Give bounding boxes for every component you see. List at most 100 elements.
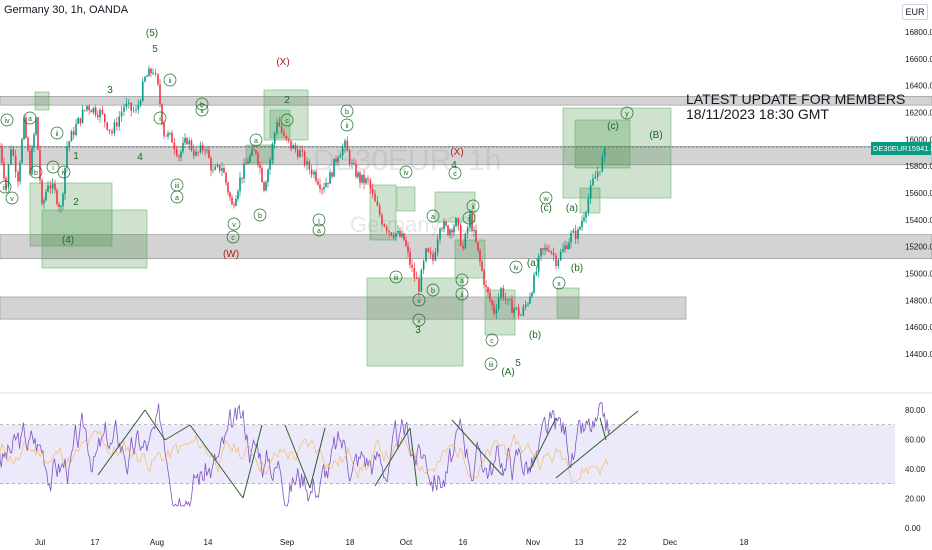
candle-body bbox=[493, 304, 495, 314]
circled-wave-label: a bbox=[455, 273, 469, 287]
candle-body bbox=[86, 105, 88, 110]
candle-body bbox=[257, 153, 259, 165]
candle-body bbox=[47, 185, 49, 192]
time-tick-label: 17 bbox=[91, 538, 100, 547]
candle-body bbox=[269, 159, 271, 170]
candle-body bbox=[169, 132, 171, 134]
candle-body bbox=[123, 106, 125, 112]
candle-body bbox=[10, 149, 12, 165]
candle-body bbox=[587, 198, 590, 213]
candle-body bbox=[212, 169, 214, 171]
circled-wave-label: y bbox=[620, 106, 634, 120]
candle-body bbox=[544, 247, 546, 250]
candle-body bbox=[239, 177, 241, 192]
candle-body bbox=[485, 284, 487, 288]
circled-wave-label: a bbox=[249, 133, 263, 147]
candle-body bbox=[175, 149, 178, 156]
price-tick-label: 14800.0 bbox=[905, 296, 932, 305]
candle-body bbox=[116, 122, 118, 127]
candle-body bbox=[378, 205, 381, 215]
candle-body bbox=[511, 299, 513, 313]
time-tick-label: Sep bbox=[280, 538, 295, 547]
candle-body bbox=[173, 142, 176, 150]
circled-wave-label: ii bbox=[163, 73, 177, 87]
wave-label: 3 bbox=[415, 325, 421, 336]
candle-body bbox=[557, 259, 560, 267]
svg-text:ii: ii bbox=[471, 204, 475, 211]
candle-body bbox=[533, 274, 535, 293]
candle-body bbox=[180, 151, 182, 158]
candle-body bbox=[383, 224, 386, 227]
candle-body bbox=[346, 140, 349, 151]
target-boxes bbox=[29, 89, 672, 367]
candle-body bbox=[376, 201, 379, 206]
svg-text:iv: iv bbox=[513, 265, 519, 272]
rsi-trendline bbox=[97, 409, 146, 476]
circled-wave-label: iv bbox=[399, 165, 413, 179]
candle-body bbox=[369, 179, 372, 189]
candle-body bbox=[344, 140, 346, 148]
candle-body bbox=[3, 162, 5, 178]
candle-body bbox=[221, 168, 223, 171]
circled-wave-label: iii bbox=[484, 357, 498, 371]
candle-body bbox=[507, 299, 509, 300]
price-tick-label: 16800.0 bbox=[905, 28, 932, 37]
candle-body bbox=[75, 123, 77, 136]
candle-body bbox=[163, 122, 165, 136]
wave-label: (a) bbox=[566, 203, 578, 214]
candle-body bbox=[72, 131, 75, 136]
svg-text:iii: iii bbox=[175, 183, 180, 190]
rsi-line bbox=[0, 402, 611, 508]
currency-selector[interactable]: EUR bbox=[902, 4, 928, 20]
candle-body bbox=[374, 193, 376, 202]
candle-body bbox=[108, 129, 111, 131]
candle-body bbox=[243, 163, 245, 179]
candle-body bbox=[577, 229, 579, 239]
candle-body bbox=[267, 169, 269, 183]
price-tick-label: 15400.0 bbox=[905, 216, 932, 225]
svg-text:a: a bbox=[28, 116, 32, 123]
time-tick-label: 16 bbox=[459, 538, 468, 547]
candle-body bbox=[19, 162, 21, 182]
candle-body bbox=[537, 256, 540, 272]
rsi-tick-label: 20.00 bbox=[905, 495, 926, 504]
sr-zone bbox=[0, 296, 687, 320]
candle-body bbox=[568, 242, 570, 250]
candle-body bbox=[90, 110, 93, 113]
candle-body bbox=[152, 72, 154, 74]
candle-body bbox=[165, 135, 167, 137]
candle-body bbox=[283, 132, 285, 136]
candle-body bbox=[278, 122, 281, 127]
svg-text:c: c bbox=[285, 118, 289, 125]
rsi-ma-line bbox=[0, 430, 609, 482]
price-tick-label: 15200.0 bbox=[905, 243, 932, 252]
circled-wave-label: a bbox=[426, 209, 440, 223]
candle-body bbox=[321, 188, 323, 190]
candle-body bbox=[397, 230, 399, 234]
svg-text:a: a bbox=[254, 138, 258, 145]
rsi-trendline bbox=[374, 427, 411, 487]
target-box bbox=[366, 277, 464, 367]
candle-body bbox=[81, 109, 84, 123]
candle-body bbox=[45, 191, 47, 201]
candle-body bbox=[255, 150, 257, 154]
candle-body bbox=[290, 140, 292, 149]
svg-text:a: a bbox=[431, 214, 435, 221]
circled-wave-label: b bbox=[340, 104, 354, 118]
circled-wave-label: b bbox=[29, 165, 43, 179]
candle-body bbox=[5, 177, 7, 188]
candle-body bbox=[208, 149, 210, 159]
circled-wave-label: ii bbox=[50, 126, 64, 140]
wave-label: (b) bbox=[571, 263, 583, 274]
candle-body bbox=[17, 172, 19, 182]
candle-body bbox=[144, 76, 146, 82]
candle-body bbox=[327, 182, 329, 184]
candle-body bbox=[459, 225, 462, 246]
wave-label: 4 bbox=[137, 152, 143, 163]
svg-text:i: i bbox=[52, 165, 54, 172]
candle-body bbox=[562, 248, 564, 252]
candle-body bbox=[132, 110, 135, 112]
svg-text:y: y bbox=[625, 111, 629, 118]
